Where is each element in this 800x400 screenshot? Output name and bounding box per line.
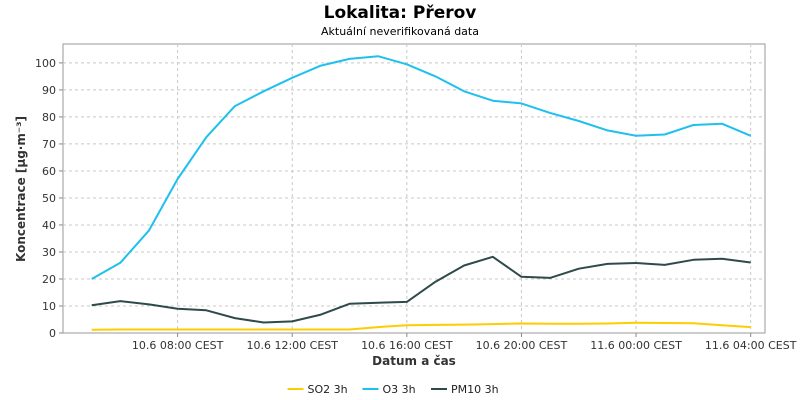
x-tick-label: 10.6 12:00 CEST: [246, 339, 338, 352]
series-lines: [91, 55, 752, 331]
x-tick-label: 10.6 20:00 CEST: [476, 339, 568, 352]
y-tick-label: 100: [35, 57, 56, 70]
legend-item-o3: O3 3h: [362, 383, 416, 396]
y-tick-label: 20: [42, 273, 56, 286]
chart-title: Lokalita: Přerov: [324, 3, 477, 23]
y-tick-label: 30: [42, 246, 56, 259]
y-tick-label: 0: [49, 327, 56, 340]
legend-label: SO2 3h: [308, 383, 348, 396]
x-tick-label: 10.6 08:00 CEST: [132, 339, 224, 352]
y-tick-label: 70: [42, 138, 56, 151]
legend-label: O3 3h: [383, 383, 416, 396]
y-tick-label: 80: [42, 111, 56, 124]
x-tick-label: 11.6 04:00 CEST: [705, 339, 797, 352]
grid: [63, 44, 765, 333]
x-tick-label: 11.6 00:00 CEST: [590, 339, 682, 352]
x-axis-ticks: 10.6 08:00 CEST 10.6 12:00 CEST 10.6 16:00…: [132, 333, 797, 352]
series-line-pm10: [91, 255, 751, 324]
y-tick-label: 10: [42, 300, 56, 313]
legend-label: PM10 3h: [451, 383, 499, 396]
plot-area: [62, 43, 766, 334]
y-tick-label: 90: [42, 84, 56, 97]
chart-subtitle: Aktuální neverifikovaná data: [321, 25, 479, 38]
legend: SO2 3h O3 3h PM10 3h: [287, 383, 499, 396]
x-tick-label: 10.6 16:00 CEST: [361, 339, 453, 352]
y-tick-label: 40: [42, 219, 56, 232]
y-tick-label: 60: [42, 165, 56, 178]
y-tick-label: 50: [42, 192, 56, 205]
legend-item-pm10: PM10 3h: [431, 383, 499, 396]
y-axis-title: Koncentrace [µg·m⁻³]: [14, 116, 28, 262]
series-line-o3: [91, 55, 752, 280]
y-axis-ticks: 0 10 20 30 40 50 60 70 80 90 100: [35, 57, 63, 340]
legend-item-so2: SO2 3h: [287, 383, 348, 396]
series-line-so2: [91, 321, 751, 331]
x-axis-title: Datum a čas: [372, 354, 456, 368]
